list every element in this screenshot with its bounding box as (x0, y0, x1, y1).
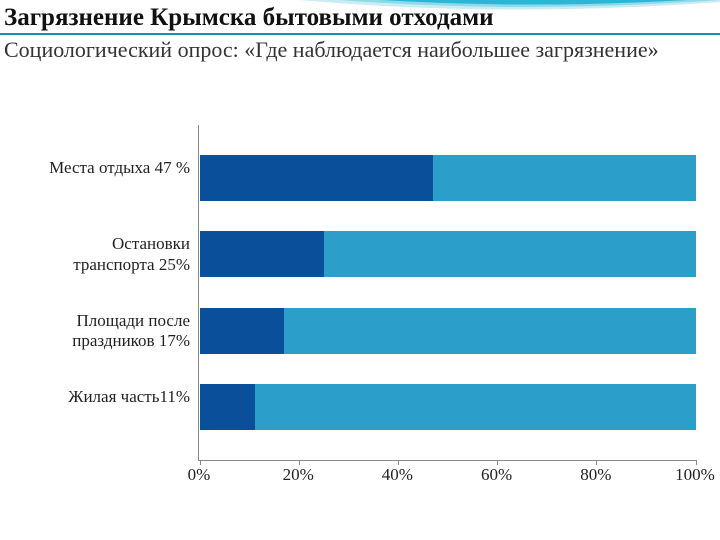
category-label: Жилая часть11% (30, 387, 190, 407)
bar-value (200, 231, 324, 277)
x-tick-label: 40% (382, 465, 413, 485)
bar-background (200, 384, 696, 430)
x-tick-label: 20% (283, 465, 314, 485)
x-tick-label: 100% (675, 465, 715, 485)
bar-value (200, 384, 255, 430)
survey-chart: 0%20%40%60%80%100% Места отдыха 47 %Оста… (30, 125, 695, 505)
slide-subtitle: Социологический опрос: «Где наблюдается … (0, 37, 720, 63)
category-label: Места отдыха 47 % (30, 158, 190, 178)
x-tick-label: 80% (580, 465, 611, 485)
slide-title: Загрязнение Крымска бытовыми отходами (0, 0, 720, 35)
x-tick-label: 0% (188, 465, 211, 485)
plot-area (198, 125, 696, 461)
category-label: Остановки транспорта 25% (30, 234, 190, 275)
bar-value (200, 155, 433, 201)
bar-value (200, 308, 284, 354)
x-tick-label: 60% (481, 465, 512, 485)
category-label: Площади после праздников 17% (30, 311, 190, 352)
